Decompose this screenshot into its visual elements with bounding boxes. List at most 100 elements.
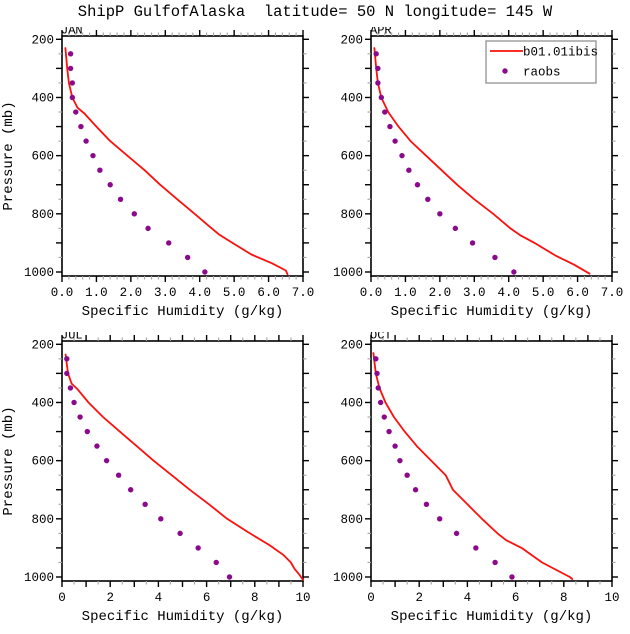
month-label: JAN <box>61 27 83 38</box>
x-tick-label: 1.0 <box>394 286 417 300</box>
obs-dot <box>397 457 403 464</box>
obs-dot <box>117 196 124 202</box>
obs-dot <box>381 414 387 420</box>
model-line <box>64 353 304 581</box>
x-tick-label: 4.0 <box>497 286 520 300</box>
x-tick-label: 3.0 <box>154 286 177 300</box>
obs-dot <box>83 138 89 144</box>
y-axis-label: Pressure (mb) <box>1 406 17 515</box>
obs-dot <box>184 254 191 261</box>
y-tick-label: 400 <box>340 396 363 410</box>
obs-dot <box>387 123 393 130</box>
obs-dot <box>71 399 77 406</box>
y-tick-label: 800 <box>31 208 54 222</box>
obs-dot <box>492 254 498 261</box>
obs-dot <box>425 196 431 202</box>
x-tick-label: 2 <box>415 591 423 605</box>
y-tick-label: 600 <box>31 455 54 469</box>
y-tick-label: 800 <box>31 513 54 527</box>
x-tick-label: 4 <box>155 591 163 605</box>
obs-dot <box>392 443 398 449</box>
x-tick-label: 4 <box>464 591 472 605</box>
chart-apr: 0.0 1.0 2.0 3.0 4.0 5.0 6.0 7.0 200 400 600 800 1000… <box>333 27 623 320</box>
obs-dot <box>107 182 113 188</box>
chart-jan: 0.0 1.0 2.0 3.0 4.0 5.0 6.0 7.0 200 400 600 800 1000… <box>1 27 315 320</box>
obs-dot <box>202 269 208 275</box>
obs-dot <box>90 152 96 159</box>
obs-dot <box>492 559 498 566</box>
obs-dot <box>127 487 134 493</box>
x-tick-label: 4.0 <box>188 286 211 300</box>
obs-dot <box>73 109 79 115</box>
obs-dot <box>67 65 74 72</box>
obs-dot <box>511 269 517 275</box>
obs-dot <box>97 167 103 173</box>
obs-dot <box>375 65 381 72</box>
obs-dot <box>142 501 148 507</box>
obs-dot <box>78 123 84 130</box>
x-tick-label: 7.0 <box>292 286 315 300</box>
x-tick-label: 0.0 <box>51 286 74 300</box>
obs-dot <box>145 225 151 232</box>
obs-dot <box>404 472 410 478</box>
obs-dot <box>412 487 419 493</box>
y-tick-label: 400 <box>31 396 54 410</box>
obs-dot <box>77 414 83 420</box>
obs-dot <box>67 51 74 57</box>
obs-dot <box>386 428 392 435</box>
x-tick-label: 8 <box>251 591 259 605</box>
obs-dot <box>103 457 110 464</box>
obs-dot <box>213 559 219 566</box>
obs-dot <box>158 516 164 522</box>
obs-dot <box>399 152 405 159</box>
month-label: OCT <box>370 332 392 343</box>
model-line <box>64 47 289 276</box>
x-tick-label: 6.0 <box>257 286 280 300</box>
obs-dot <box>469 240 476 246</box>
obs-dot <box>453 530 460 537</box>
panel-jul: 0 2 4 6 8 10 200 400 600 800 1000 JUL Specific Humid… <box>0 332 315 634</box>
panel-oct: 0 2 4 6 8 10 200 400 600 800 1000 OCT Specific Humid… <box>309 332 624 634</box>
panel-apr: 0.0 1.0 2.0 3.0 4.0 5.0 6.0 7.0 200 400 600 800 1000… <box>309 27 624 329</box>
obs-dot <box>452 225 459 232</box>
obs-dot <box>375 385 381 391</box>
legend: b01.01ibis raobs <box>485 40 598 84</box>
obs-dot <box>226 574 233 580</box>
legend-label-obs: raobs <box>523 66 561 80</box>
x-tick-label: 2 <box>106 591 114 605</box>
obs-dot <box>414 182 421 188</box>
model-line <box>372 352 574 580</box>
y-tick-label: 200 <box>340 33 363 47</box>
obs-dot <box>69 80 76 86</box>
obs-dot <box>375 80 381 86</box>
x-tick-label: 10 <box>604 591 619 605</box>
month-label: JUL <box>61 332 83 343</box>
y-tick-label: 1000 <box>333 571 363 585</box>
obs-dot <box>69 94 76 101</box>
month-label: APR <box>370 27 392 38</box>
obs-dot <box>94 443 100 449</box>
plot-frame <box>61 340 304 582</box>
obs-dot <box>374 370 380 377</box>
obs-dot <box>437 211 443 217</box>
y-tick-label: 800 <box>340 208 363 222</box>
obs-dot <box>382 109 388 115</box>
x-axis-label: Specific Humidity (g/kg) <box>391 609 593 625</box>
x-tick-label: 3.0 <box>463 286 486 300</box>
obs-dot <box>373 356 379 362</box>
x-axis-label: Specific Humidity (g/kg) <box>391 304 593 320</box>
y-tick-label: 600 <box>340 150 363 164</box>
obs-dot <box>177 530 183 537</box>
obs-dot <box>67 385 74 391</box>
obs-dot <box>473 545 479 551</box>
x-tick-label: 2.0 <box>120 286 143 300</box>
legend-dot-sample <box>502 68 508 74</box>
chart-oct: 0 2 4 6 8 10 200 400 600 800 1000 OCT Specific Humid… <box>333 332 620 625</box>
y-axis-label: Pressure (mb) <box>1 101 17 210</box>
obs-dot <box>378 94 385 101</box>
x-axis-label: Specific Humidity (g/kg) <box>82 609 284 625</box>
x-tick-label: 5.0 <box>223 286 246 300</box>
chart-jul: 0 2 4 6 8 10 200 400 600 800 1000 JUL Specific Humid… <box>1 332 311 625</box>
y-tick-label: 1000 <box>333 266 363 280</box>
obs-dot <box>131 211 137 217</box>
